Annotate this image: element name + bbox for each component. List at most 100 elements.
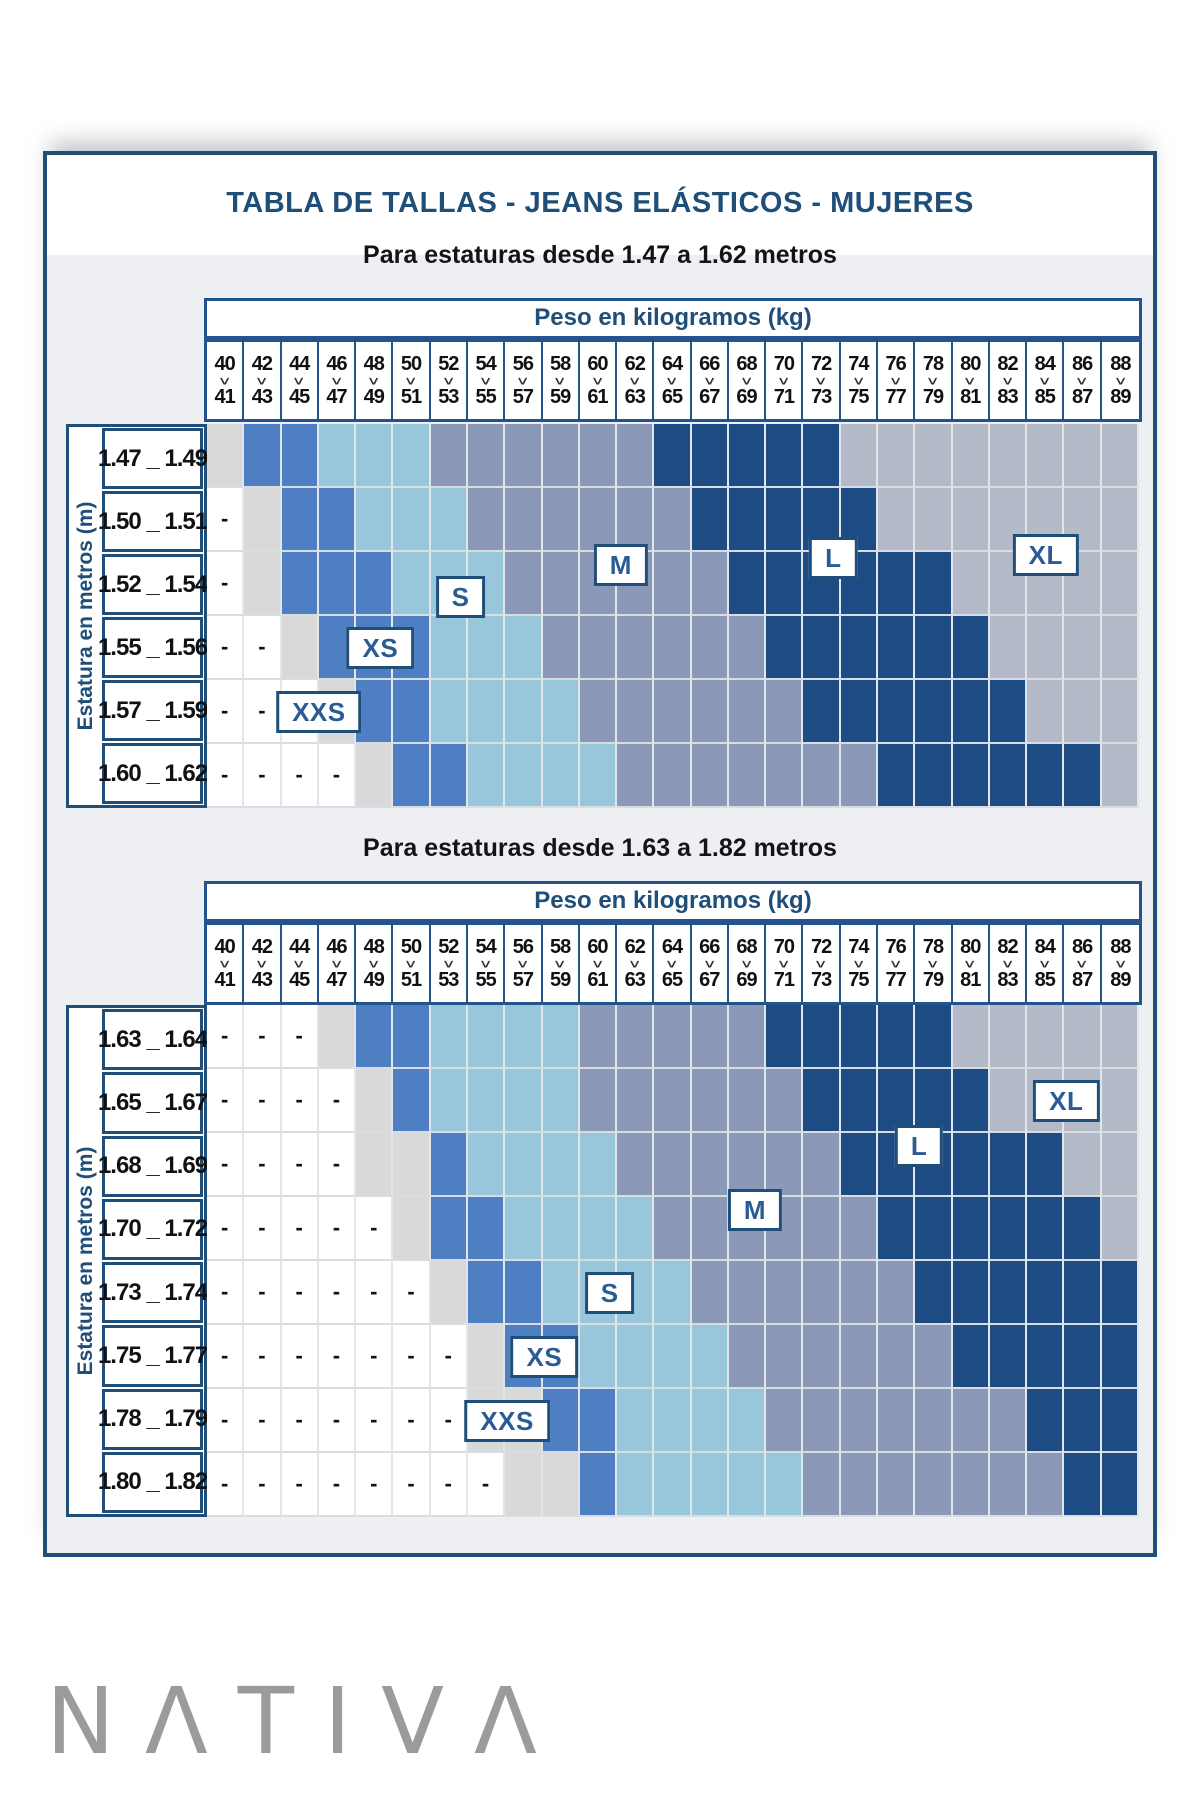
weight-tick-top: 80 (960, 353, 981, 375)
weight-tick-top: 50 (400, 936, 422, 958)
grid-cell (617, 1261, 655, 1325)
weight-tick-top: 84 (1034, 936, 1056, 958)
weight-tick-top: 50 (400, 353, 422, 375)
grid-cell (728, 1197, 767, 1261)
table1-weight-axis-title: Peso en kilogramos (kg) (204, 298, 1142, 339)
weight-tick-top: 54 (475, 353, 496, 375)
weight-tick-top: 56 (512, 936, 534, 958)
chevron-down-icon: ∨ (813, 956, 829, 971)
weight-tick: 60 ∨ 61 (580, 925, 618, 1002)
grid-cell (356, 488, 394, 552)
grid-cell: - (207, 1389, 245, 1453)
grid-cell (542, 1325, 580, 1389)
grid-cell (728, 1069, 767, 1133)
grid-cell (840, 488, 879, 552)
weight-tick-bottom: 59 (550, 969, 571, 991)
grid-cell (766, 552, 804, 616)
grid-cell (691, 680, 729, 744)
chevron-down-icon: ∨ (1074, 956, 1090, 971)
table1-height-labels: 1.47 _ 1.49 1.50 _ 1.51 1.52 _ 1.54 1.55 _ … (98, 427, 208, 805)
weight-tick-top: 48 (363, 936, 385, 958)
grid-cell (505, 680, 543, 744)
grid-cell (430, 744, 468, 808)
grid-cell (1027, 680, 1065, 744)
grid-cell (654, 616, 692, 680)
grid-cell (878, 488, 916, 552)
chevron-down-icon: ∨ (925, 373, 941, 388)
grid-cell (840, 1133, 879, 1197)
weight-tick-bottom: 89 (1110, 969, 1131, 991)
grid-cell (691, 1005, 729, 1069)
grid-cell (356, 1005, 394, 1069)
weight-tick-bottom: 71 (773, 386, 795, 408)
weight-tick-top: 60 (587, 353, 608, 375)
height-row-label: 1.57 _ 1.59 (98, 680, 208, 741)
grid-cell (989, 1197, 1028, 1261)
grid-cell (878, 744, 916, 808)
grid-cell (952, 616, 990, 680)
weight-tick-bottom: 71 (773, 969, 795, 991)
grid-cell (617, 680, 655, 744)
weight-tick-top: 86 (1071, 936, 1093, 958)
weight-tick-bottom: 43 (251, 969, 273, 991)
grid-cell (542, 744, 580, 808)
chevron-down-icon: ∨ (366, 373, 381, 388)
weight-tick-top: 76 (885, 353, 907, 375)
grid-cell (691, 744, 729, 808)
weight-tick-bottom: 53 (438, 386, 459, 408)
grid-cell (579, 1325, 618, 1389)
weight-tick-top: 72 (810, 353, 832, 375)
grid-cell (654, 1389, 692, 1453)
weight-tick-bottom: 79 (922, 969, 944, 991)
grid-cell (654, 1133, 692, 1197)
grid-cell (654, 1005, 692, 1069)
grid-cell (1101, 616, 1139, 680)
grid-cell (952, 1453, 990, 1517)
grid-cell (728, 1133, 767, 1197)
grid-cell (803, 1197, 841, 1261)
grid-cell: - (244, 1389, 282, 1453)
grid-cell (654, 1453, 692, 1517)
grid-cell: - (207, 1069, 245, 1133)
weight-tick-top: 62 (624, 353, 646, 375)
grid-cell (803, 552, 841, 616)
weight-tick-top: 54 (475, 936, 496, 958)
grid-cell: - (430, 1389, 468, 1453)
weight-tick: 56 ∨ 57 (505, 342, 543, 419)
grid-cell (1101, 1453, 1139, 1517)
grid-cell (579, 1133, 618, 1197)
grid-cell (840, 1005, 879, 1069)
grid-cell (617, 1453, 655, 1517)
grid-cell (766, 616, 804, 680)
weight-tick-top: 60 (587, 936, 608, 958)
weight-tick-top: 64 (661, 936, 683, 958)
grid-cell: - (393, 1389, 431, 1453)
grid-cell (654, 424, 692, 488)
grid-cell (952, 1325, 990, 1389)
grid-cell: - (393, 1453, 431, 1517)
height-row-label: 1.70 _ 1.72 (98, 1198, 208, 1260)
grid-cell (915, 1389, 953, 1453)
grid-cell: - (318, 1197, 357, 1261)
grid-cell (840, 680, 879, 744)
grid-cell (1027, 1005, 1065, 1069)
grid-cell (579, 488, 618, 552)
grid-cell: - (281, 744, 319, 808)
grid-cell (952, 1389, 990, 1453)
grid-cell (1101, 1325, 1139, 1389)
grid-cell (430, 1069, 468, 1133)
grid-cell (1027, 424, 1065, 488)
grid-cell (728, 1261, 767, 1325)
weight-tick: 44 ∨ 45 (282, 925, 319, 1002)
grid-cell (803, 1389, 841, 1453)
grid-cell (617, 1069, 655, 1133)
weight-tick-bottom: 51 (400, 386, 422, 408)
grid-cell (766, 424, 804, 488)
grid-cell (356, 552, 394, 616)
grid-cell (803, 1069, 841, 1133)
grid-cell (617, 1197, 655, 1261)
grid-cell (505, 616, 543, 680)
weight-tick-bottom: 85 (1034, 386, 1056, 408)
grid-cell (989, 488, 1028, 552)
weight-tick-bottom: 83 (997, 386, 1018, 408)
